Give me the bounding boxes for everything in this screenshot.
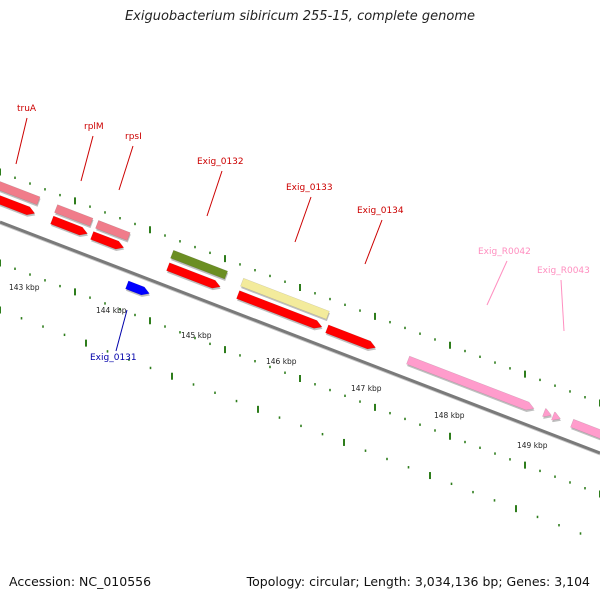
feature-exig-0134-body [325, 324, 376, 350]
leader-exig-0134 [364, 219, 383, 265]
accession-text: Accession: NC_010556 [9, 574, 152, 589]
feature-exig-0132-top [170, 249, 229, 281]
gene-features [0, 177, 600, 444]
gene-label-rpsi: rpsI [125, 132, 142, 142]
gene-label-exig-0134: Exig_0134 [357, 206, 404, 216]
gene-label-exig-r0043: Exig_R0043 [537, 266, 590, 276]
feature-exig-0133-top-body [240, 277, 330, 320]
kbp-label: 149 kbp [517, 441, 548, 450]
backbone-line [0, 220, 600, 455]
kbp-label: 143 kbp [9, 283, 40, 292]
feature-exig-r0043 [542, 408, 553, 419]
gene-label-exig-0131: Exig_0131 [90, 353, 137, 363]
leader-exig-0132 [206, 170, 223, 217]
feature-exig-r0043-body [542, 408, 552, 418]
leader-trua [15, 117, 28, 165]
leader-rpsi [118, 145, 134, 191]
gene-label-trua: truA [17, 104, 37, 114]
kbp-scale: 143 kbp 144 kbp 145 kbp 146 kbp 147 kbp 148 k… [9, 283, 548, 450]
feature-rplm-cds-body [50, 215, 88, 236]
gene-label-exig-r0042: Exig_R0042 [478, 247, 531, 257]
tick-marks [0, 168, 600, 535]
feature-trua-rna [0, 177, 41, 207]
feature-exig-r0043b [551, 411, 562, 423]
topology-text: Topology: circular; Length: 3,034,136 bp… [246, 574, 590, 589]
feature-exig-0133-body [236, 290, 323, 329]
feature-trua-rna-body [0, 177, 41, 206]
gene-label-rplm: rplM [84, 122, 104, 132]
kbp-label: 147 kbp [351, 384, 382, 393]
feature-exig-0132 [166, 262, 221, 291]
kbp-label: 146 kbp [266, 357, 297, 366]
feature-exig-0131 [125, 280, 150, 297]
feature-exig-0133-top [240, 277, 330, 322]
kbp-label: 145 kbp [181, 331, 212, 340]
feature-rpsi-rna [95, 220, 131, 243]
feature-exig-r0044-body [570, 418, 600, 442]
feature-exig-0133 [236, 290, 323, 331]
feature-rpsi-rna-body [95, 220, 131, 241]
feature-exig-0132-body [166, 262, 221, 289]
feature-rplm-rna [54, 204, 94, 229]
kbp-label: 144 kbp [96, 306, 127, 315]
feature-exig-r0044 [570, 418, 600, 444]
leader-exig-0131 [115, 309, 128, 352]
leader-exig-r0042 [486, 260, 508, 306]
feature-exig-r0043b-body [551, 411, 561, 421]
feature-exig-0132-top-body [170, 249, 228, 280]
feature-rplm-cds [50, 215, 89, 238]
feature-rpsi-cds [90, 231, 125, 252]
gene-labels: truA rplM rpsI Exig_0132 Exig_0133 Exig_0134 E… [17, 104, 590, 363]
leader-exig-r0043 [560, 279, 565, 332]
kbp-label: 148 kbp [434, 411, 465, 420]
feature-exig-r0042 [406, 355, 535, 412]
map-title: Exiguobacterium sibiricum 255-15, comple… [124, 9, 476, 24]
feature-rplm-rna-body [54, 204, 94, 227]
feature-rpsi-cds-body [90, 231, 125, 250]
feature-trua-cds [0, 191, 36, 217]
feature-exig-r0042-body [406, 355, 535, 411]
label-leaders [15, 117, 565, 352]
leader-exig-0133 [294, 196, 312, 243]
feature-exig-0131-body [125, 280, 150, 296]
feature-trua-cds-body [0, 191, 36, 216]
genome-backbone [0, 220, 600, 456]
leader-rplm [80, 135, 94, 182]
gene-label-exig-0132: Exig_0132 [197, 157, 244, 167]
feature-exig-0134 [325, 324, 377, 351]
gene-label-exig-0133: Exig_0133 [286, 183, 333, 193]
